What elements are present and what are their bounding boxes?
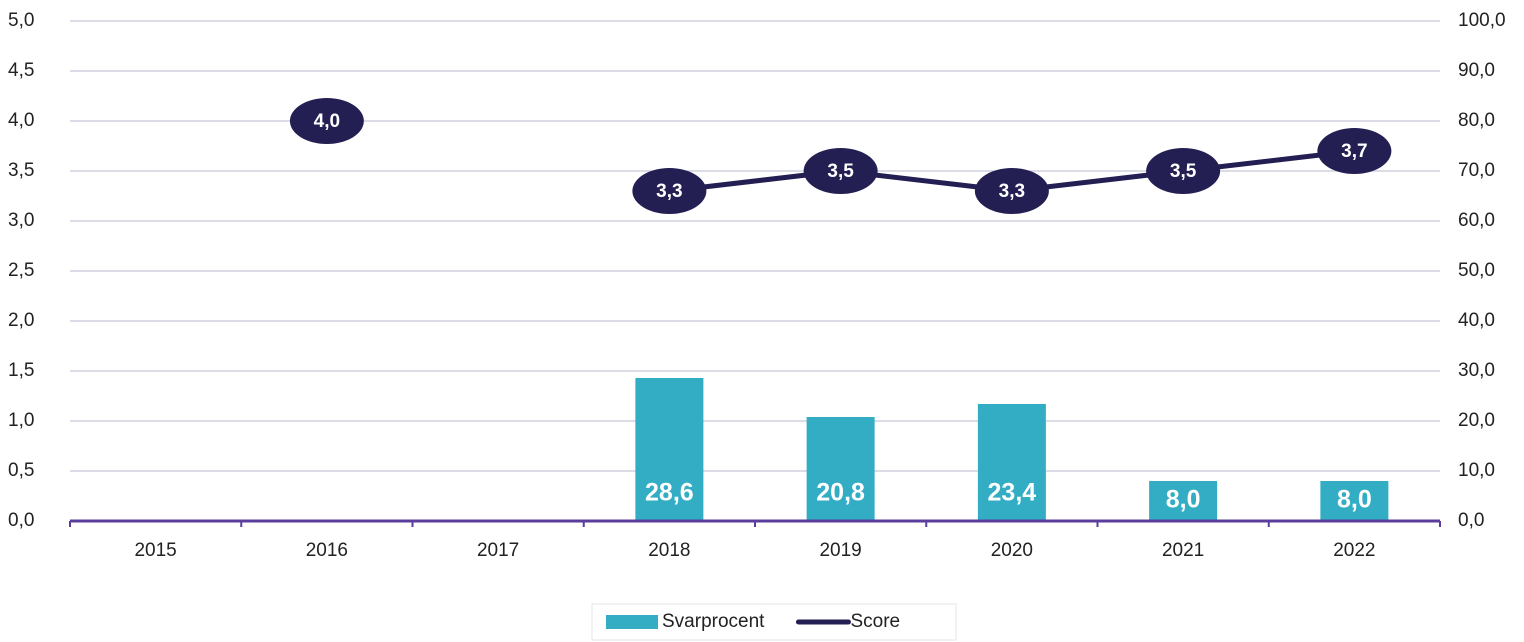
- y2-tick-label: 70,0: [1458, 160, 1495, 181]
- y2-tick-label: 0,0: [1458, 510, 1484, 531]
- y-tick-label: 1,5: [8, 360, 34, 381]
- point-value-label: 3,7: [1341, 141, 1367, 162]
- point-label-bubble: [1317, 128, 1392, 174]
- y-tick-label: 5,0: [8, 10, 34, 31]
- y2-tick-label: 100,0: [1458, 10, 1506, 31]
- y-tick-label: 2,5: [8, 260, 34, 281]
- bar: [977, 404, 1046, 521]
- point-label-bubble: [1146, 148, 1221, 194]
- bar: [1320, 481, 1389, 521]
- point-label-bubble: [632, 168, 707, 214]
- legend-swatch: [606, 615, 658, 629]
- bar: [1149, 481, 1218, 521]
- y-tick-label: 2,0: [8, 310, 34, 331]
- bar-value-label: 8,0: [1337, 486, 1372, 514]
- x-tick-label: 2022: [1333, 540, 1375, 561]
- legend: Svarprocent Score: [591, 603, 957, 641]
- y-tick-label: 4,0: [8, 110, 34, 131]
- y2-tick-label: 90,0: [1458, 60, 1495, 81]
- point-value-label: 3,3: [999, 181, 1025, 202]
- legend-frame: [591, 603, 957, 641]
- y2-tick-label: 20,0: [1458, 410, 1495, 431]
- y2-tick-label: 50,0: [1458, 260, 1495, 281]
- point-label-bubble: [289, 98, 364, 144]
- x-tick-label: 2020: [991, 540, 1033, 561]
- bar-value-label: 23,4: [988, 479, 1037, 507]
- bar-value-label: 28,6: [645, 479, 694, 507]
- y2-tick-label: 60,0: [1458, 210, 1495, 231]
- bar: [806, 417, 875, 521]
- point-value-label: 3,5: [827, 161, 854, 182]
- y-tick-label: 3,5: [8, 160, 34, 181]
- legend-label: Score: [850, 611, 900, 632]
- y-tick-label: 0,0: [8, 510, 34, 531]
- y2-tick-label: 10,0: [1458, 460, 1495, 481]
- y-tick-label: 1,0: [8, 410, 34, 431]
- y-tick-label: 4,5: [8, 60, 34, 81]
- point-label-bubble: [974, 168, 1049, 214]
- y2-tick-label: 40,0: [1458, 310, 1495, 331]
- x-tick-label: 2019: [819, 540, 861, 561]
- y-tick-label: 3,0: [8, 210, 34, 231]
- y2-tick-label: 80,0: [1458, 110, 1495, 131]
- x-tick-label: 2018: [648, 540, 690, 561]
- bar-value-label: 20,8: [816, 479, 865, 507]
- y-tick-label: 0,5: [8, 460, 34, 481]
- x-tick-label: 2016: [306, 540, 348, 561]
- bar: [635, 378, 704, 521]
- x-tick-label: 2021: [1162, 540, 1204, 561]
- x-tick-label: 2017: [477, 540, 519, 561]
- point-value-label: 4,0: [314, 111, 340, 132]
- point-label-bubble: [803, 148, 878, 194]
- y2-tick-label: 30,0: [1458, 360, 1495, 381]
- bar-value-label: 8,0: [1166, 486, 1201, 514]
- x-tick-label: 2015: [134, 540, 176, 561]
- legend-label: Svarprocent: [662, 611, 765, 632]
- point-value-label: 3,3: [656, 181, 682, 202]
- point-value-label: 3,5: [1170, 161, 1197, 182]
